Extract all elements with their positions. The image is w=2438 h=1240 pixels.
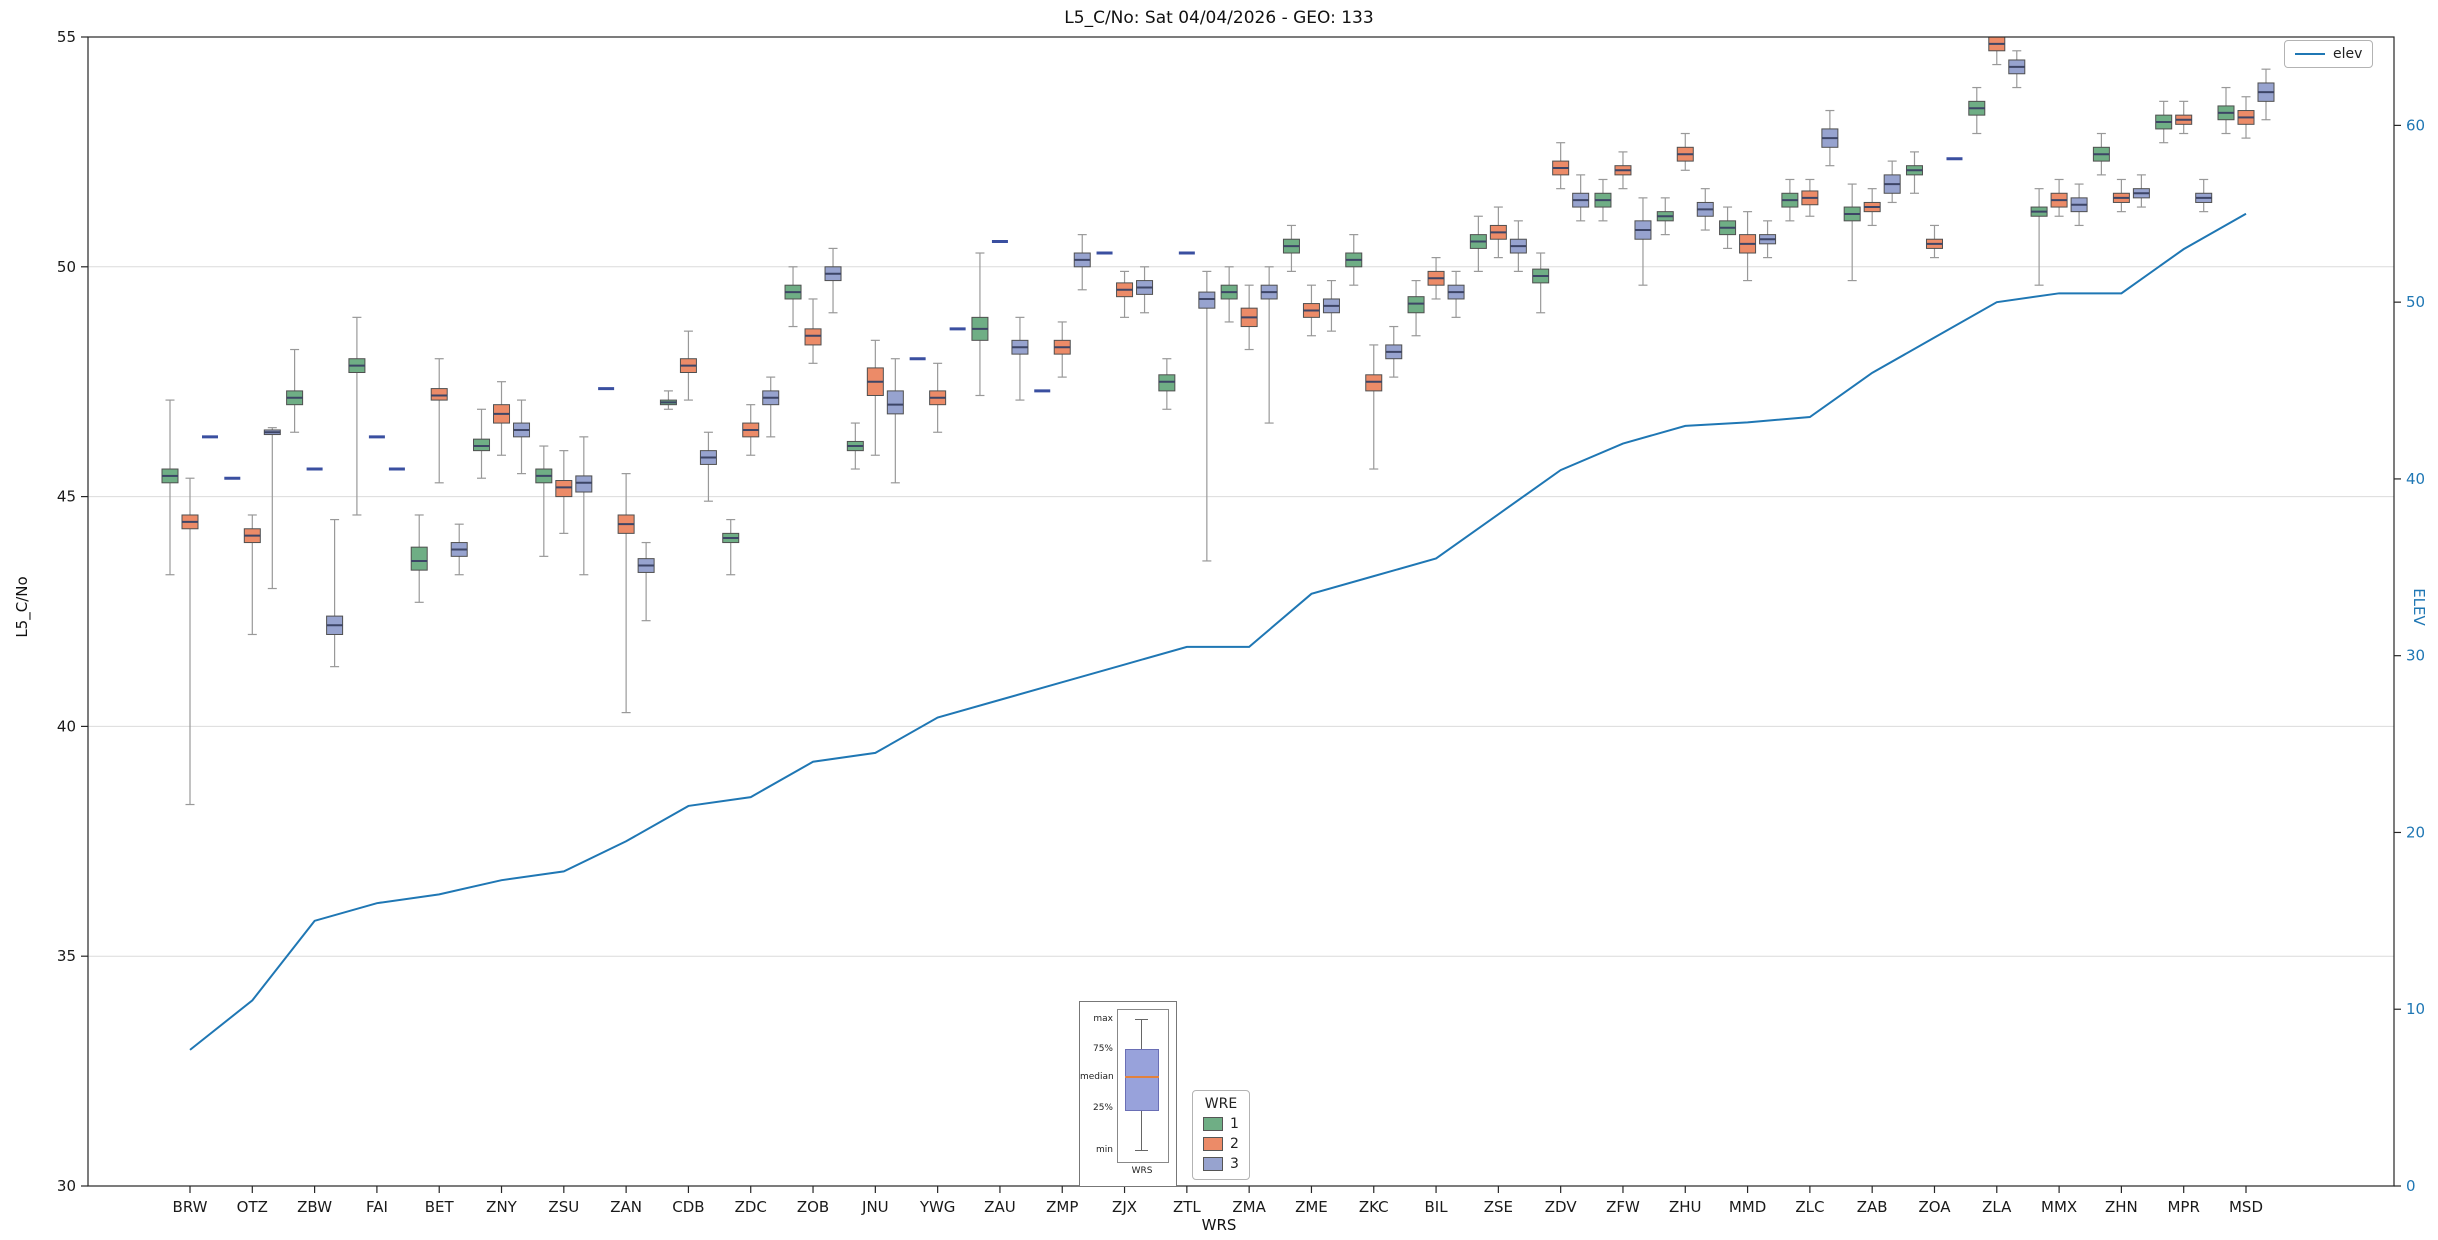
inset-q3-label: 75% xyxy=(1092,1044,1113,1054)
x-tick-label: MPR xyxy=(2167,1198,2199,1216)
x-tick-label: ZBW xyxy=(297,1198,332,1216)
x-tick-label: FAI xyxy=(366,1198,388,1216)
chart-title: L5_C/No: Sat 04/04/2026 - GEO: 133 xyxy=(1064,8,1374,28)
x-tick-label: JNU xyxy=(861,1198,889,1216)
x-tick-label: ZME xyxy=(1295,1198,1328,1216)
x-tick-label: CDB xyxy=(672,1198,704,1216)
wre-legend: WRE 1 2 3 xyxy=(1192,1090,1250,1180)
x-tick-label: MMX xyxy=(2041,1198,2077,1216)
inset-median-label: median xyxy=(1080,1072,1114,1082)
right-tick-label: 10 xyxy=(2406,1000,2425,1018)
right-tick-label: 30 xyxy=(2406,647,2425,665)
x-tick-label: BIL xyxy=(1425,1198,1449,1216)
box xyxy=(1198,291,1216,309)
wre-legend-item: 3 xyxy=(1203,1156,1239,1172)
wre-swatch-1-icon xyxy=(1203,1117,1223,1131)
x-tick-label: ZFW xyxy=(1606,1198,1640,1216)
x-tick-label: ZAB xyxy=(1857,1198,1888,1216)
elev-legend: elev xyxy=(2284,40,2374,68)
wre-item-label: 2 xyxy=(1230,1136,1239,1152)
wre-swatch-2-icon xyxy=(1203,1137,1223,1151)
box xyxy=(886,390,904,415)
inset-x-label: WRS xyxy=(1131,1166,1153,1176)
x-tick-label: ZSU xyxy=(548,1198,579,1216)
elev-line-icon xyxy=(2295,53,2325,55)
box xyxy=(1158,374,1176,392)
inset-q1-label: 25% xyxy=(1092,1103,1113,1113)
inset-box xyxy=(1125,1049,1159,1111)
x-tick-label: ZLA xyxy=(1982,1198,2012,1216)
x-tick-label: ZMP xyxy=(1046,1198,1078,1216)
right-tick-label: 20 xyxy=(2406,823,2425,841)
inset-max-label: max xyxy=(1093,1014,1113,1024)
x-tick-label: ZOB xyxy=(797,1198,829,1216)
boxplot-anatomy-inset: max 75% median 25% min WRS xyxy=(1079,1001,1177,1187)
x-tick-label: ZTL xyxy=(1173,1198,1201,1216)
x-tick-label: ZHN xyxy=(2105,1198,2138,1216)
wre-legend-item: 1 xyxy=(1203,1116,1239,1132)
right-tick-label: 40 xyxy=(2406,470,2425,488)
inset-min-cap xyxy=(1135,1150,1148,1151)
x-tick-label: ZKC xyxy=(1359,1198,1389,1216)
inset-max-cap xyxy=(1135,1019,1148,1020)
wre-swatch-3-icon xyxy=(1203,1157,1223,1171)
left-tick-label: 45 xyxy=(57,488,76,506)
x-tick-label: ZDV xyxy=(1545,1198,1578,1216)
right-tick-label: 50 xyxy=(2406,293,2425,311)
x-tick-label: ZAU xyxy=(984,1198,1016,1216)
left-tick-label: 40 xyxy=(57,717,76,735)
left-tick-label: 35 xyxy=(57,947,76,965)
x-tick-label: ZNY xyxy=(486,1198,517,1216)
x-tick-label: ZHU xyxy=(1669,1198,1702,1216)
x-tick-label: ZMA xyxy=(1232,1198,1266,1216)
wre-item-label: 3 xyxy=(1230,1156,1239,1172)
left-tick-label: 30 xyxy=(57,1177,76,1195)
box xyxy=(1365,374,1383,392)
x-tick-label: ZLC xyxy=(1795,1198,1824,1216)
x-tick-label: ZAN xyxy=(610,1198,642,1216)
left-tick-label: 55 xyxy=(57,28,76,46)
wre-item-label: 1 xyxy=(1230,1116,1239,1132)
x-tick-label: BET xyxy=(425,1198,455,1216)
x-tick-label: BRW xyxy=(173,1198,208,1216)
box xyxy=(555,480,573,498)
inset-min-label: min xyxy=(1096,1145,1113,1155)
left-tick-label: 50 xyxy=(57,258,76,276)
wre-legend-item: 2 xyxy=(1203,1136,1239,1152)
x-tick-label: MSD xyxy=(2229,1198,2263,1216)
x-tick-label: YWG xyxy=(919,1198,956,1216)
elev-line xyxy=(189,212,2247,1051)
box xyxy=(473,438,491,452)
x-tick-label: ZOA xyxy=(1918,1198,1951,1216)
x-axis-label: WRS xyxy=(1201,1216,1237,1234)
box xyxy=(575,475,593,493)
plot-border xyxy=(87,36,2395,1187)
elev-legend-label: elev xyxy=(2333,46,2363,62)
box xyxy=(430,388,448,401)
inset-median-line xyxy=(1125,1076,1159,1078)
y-axis-label-left: L5_C/No xyxy=(13,576,31,638)
y-axis-label-right: ELEV xyxy=(2410,588,2428,626)
box xyxy=(804,328,822,346)
box xyxy=(410,546,428,571)
x-tick-label: ZJX xyxy=(1112,1198,1137,1216)
x-tick-label: MMD xyxy=(1729,1198,1766,1216)
wre-legend-title: WRE xyxy=(1204,1096,1238,1112)
x-tick-label: ZDC xyxy=(735,1198,767,1216)
x-tick-label: ZSE xyxy=(1484,1198,1513,1216)
right-tick-label: 0 xyxy=(2406,1177,2416,1195)
box xyxy=(1407,296,1425,314)
right-tick-label: 60 xyxy=(2406,116,2425,134)
x-tick-label: OTZ xyxy=(237,1198,268,1216)
